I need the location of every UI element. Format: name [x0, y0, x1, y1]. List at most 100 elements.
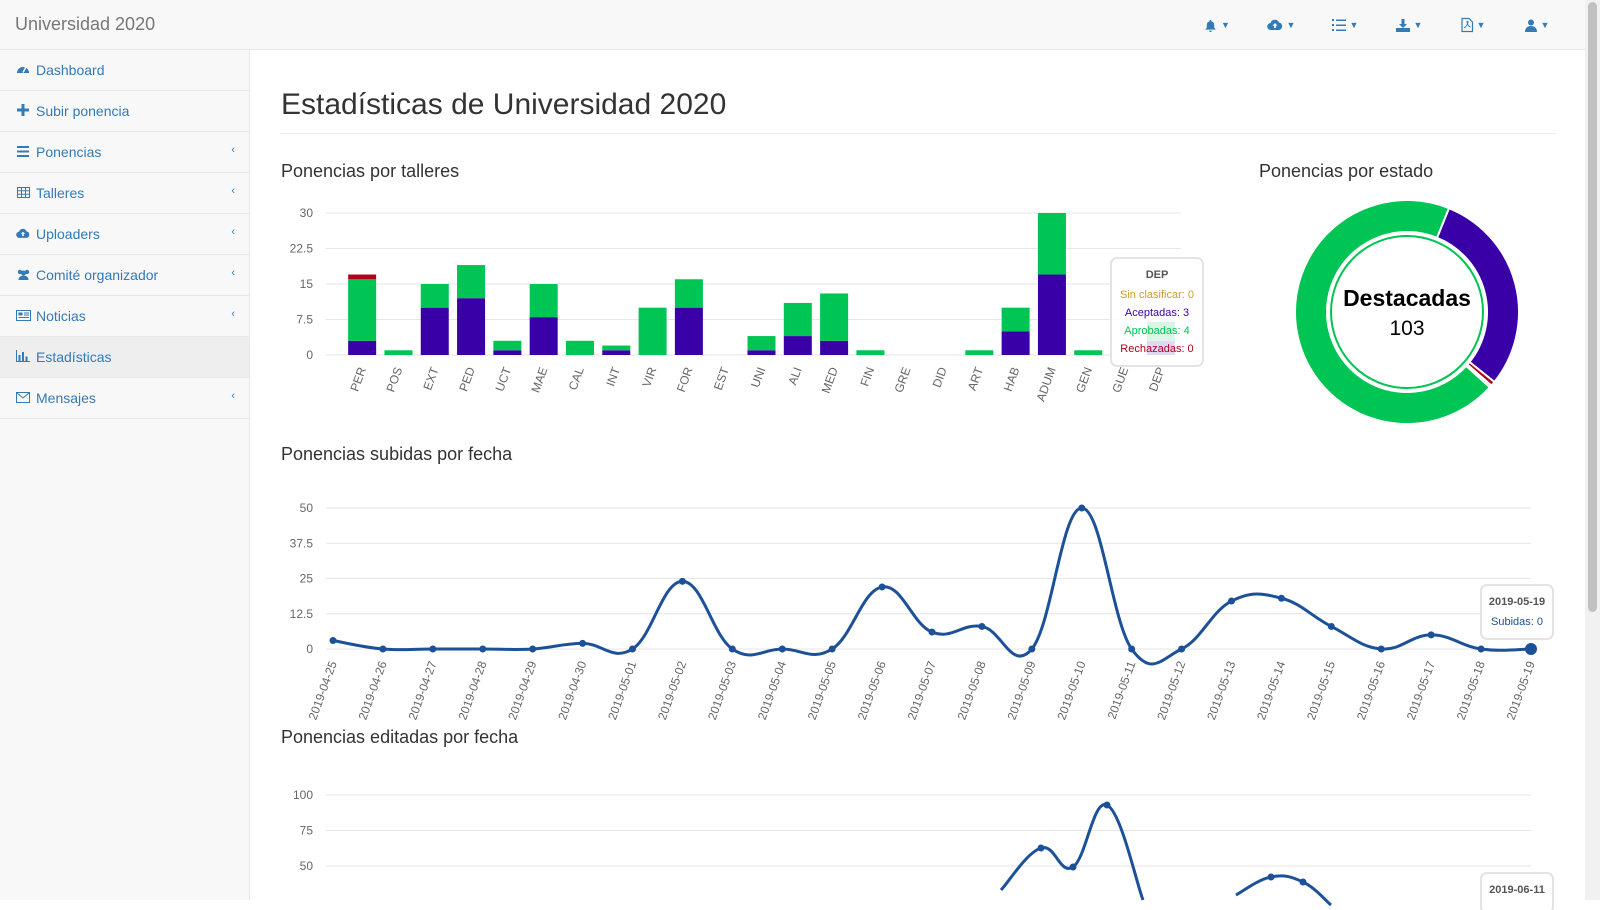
bar-segment	[529, 284, 558, 318]
data-point	[579, 639, 587, 647]
cloud-upload-icon	[1266, 19, 1282, 31]
tooltip-line: Rechazadas: 0	[1120, 343, 1193, 355]
pdf-dropdown[interactable]: ▼	[1441, 0, 1505, 50]
series-line	[332, 506, 1532, 666]
table-icon	[16, 186, 30, 201]
tooltip-title: 2019-06-11	[1489, 884, 1545, 896]
bar-segment	[1037, 213, 1066, 275]
chevron-left-icon: ‹	[231, 267, 235, 279]
list-dropdown[interactable]: ▼	[1313, 0, 1377, 50]
donut-slice	[1294, 199, 1492, 425]
x-tick-label: 2019-05-14	[1254, 659, 1288, 722]
donut-chart-title: Ponencias por estado	[1259, 161, 1434, 181]
sidebar-item-uploaders[interactable]: Uploaders ‹	[0, 214, 249, 255]
bar-segment	[783, 336, 812, 355]
x-tick-label: MAE	[528, 365, 550, 394]
sidebar-item-ponencias[interactable]: Ponencias ‹	[0, 132, 249, 173]
sidebar-item-dashboard[interactable]: Dashboard	[0, 50, 249, 91]
sidebar-item-label: Uploaders	[36, 226, 100, 242]
chevron-down-icon: ▼	[1349, 20, 1359, 30]
brand-link[interactable]: Universidad 2020	[15, 14, 156, 34]
chevron-left-icon: ‹	[231, 308, 235, 320]
data-point	[1427, 631, 1435, 639]
data-point	[1477, 645, 1485, 653]
x-tick-label: GRE	[891, 365, 913, 394]
user-icon	[1524, 19, 1537, 32]
chevron-left-icon: ‹	[231, 185, 235, 197]
envelope-icon	[16, 391, 30, 406]
data-point	[379, 645, 387, 653]
data-point	[1128, 645, 1136, 653]
sidebar-item-estadisticas[interactable]: Estadísticas	[0, 337, 249, 378]
data-point	[1525, 643, 1537, 655]
user-dropdown[interactable]: ▼	[1505, 0, 1569, 50]
bar-segment	[602, 350, 631, 355]
bar-segment	[1001, 331, 1030, 355]
navbar: Universidad 2020 ▼ ▼ ▼ ▼ ▼ ▼	[0, 0, 1585, 50]
sidebar-item-talleres[interactable]: Talleres ‹	[0, 173, 249, 214]
bar-segment	[529, 317, 558, 355]
page-scrollbar[interactable]	[1585, 0, 1600, 900]
bar-segment	[820, 340, 849, 355]
sidebar-item-comite-organizador[interactable]: Comité organizador ‹	[0, 255, 249, 296]
x-tick-label: 2019-05-05	[805, 659, 839, 722]
x-tick-label: 2019-05-19	[1504, 659, 1538, 722]
plus-icon	[16, 103, 30, 119]
bar-segment	[1037, 274, 1066, 355]
donut-inner-ring	[1330, 235, 1484, 389]
data-point	[728, 645, 736, 653]
cloud-upload-icon	[16, 227, 30, 242]
bar-segment	[348, 274, 377, 280]
x-tick-label: 2019-05-12	[1154, 659, 1188, 722]
bar-segment	[384, 350, 413, 355]
bar-segment	[420, 307, 449, 355]
bar-segment	[674, 279, 703, 308]
tooltip-box	[1480, 584, 1554, 640]
x-tick-label: ALI	[785, 365, 804, 387]
bar-segment	[674, 307, 703, 355]
data-point	[1327, 622, 1335, 630]
line-chart-editadas[interactable]: 100 75 50 2019-06-11	[281, 780, 1554, 910]
x-tick-label: UNI	[748, 365, 768, 389]
sidebar-item-label: Comité organizador	[36, 267, 159, 283]
data-point	[878, 583, 886, 591]
title-divider	[281, 133, 1556, 134]
x-tick-label: 2019-05-08	[955, 659, 989, 722]
y-tick-label: 100	[293, 788, 313, 802]
x-tick-label: 2019-05-13	[1204, 659, 1238, 722]
series-line	[1235, 874, 1332, 907]
bell-icon	[1205, 19, 1216, 32]
data-point	[978, 622, 986, 630]
dashboard-icon	[16, 63, 30, 78]
donut-chart-estado[interactable]: Destacadas 103	[1287, 198, 1527, 438]
sidebar-item-label: Ponencias	[36, 144, 102, 160]
data-point	[678, 577, 686, 585]
y-tick-label: 7.5	[296, 313, 313, 327]
data-point	[479, 645, 487, 653]
download-icon	[1395, 18, 1410, 32]
bar-segment	[1074, 350, 1103, 355]
sidebar-item-subir-ponencia[interactable]: Subir ponencia	[0, 91, 249, 132]
tooltip-line: Aceptadas: 3	[1125, 307, 1189, 319]
x-tick-label: ART	[965, 365, 987, 393]
download-dropdown[interactable]: ▼	[1377, 0, 1441, 50]
sidebar-item-noticias[interactable]: Noticias ‹	[0, 296, 249, 337]
line-chart-subidas[interactable]: 50 37.5 25 12.5 0 2019-04-25 2019-04-26 2019-04…	[281, 490, 1554, 740]
bar-chart-talleres[interactable]: 30 22.5 15 7.5 0 PER POS EXT PED UCT MAE CAL INT VIR F…	[281, 200, 1231, 430]
upload-dropdown[interactable]: ▼	[1249, 0, 1313, 50]
scrollbar-thumb[interactable]	[1588, 2, 1597, 612]
y-tick-label: 75	[300, 824, 314, 838]
tooltip-line: Subidas: 0	[1491, 616, 1543, 628]
notifications-dropdown[interactable]: ▼	[1185, 0, 1249, 50]
x-tick-label: DEP	[1146, 365, 1168, 393]
y-tick-label: 22.5	[290, 242, 314, 256]
bar-segment	[565, 340, 594, 355]
data-point	[429, 645, 437, 653]
data-point	[1377, 645, 1385, 653]
donut-center-label: Destacadas	[1343, 285, 1471, 311]
file-pdf-icon	[1460, 17, 1473, 33]
sidebar-item-mensajes[interactable]: Mensajes ‹	[0, 378, 249, 419]
x-tick-label: 2019-05-06	[855, 659, 889, 722]
data-point	[1299, 878, 1307, 886]
x-tick-label: 2019-05-04	[755, 659, 789, 722]
